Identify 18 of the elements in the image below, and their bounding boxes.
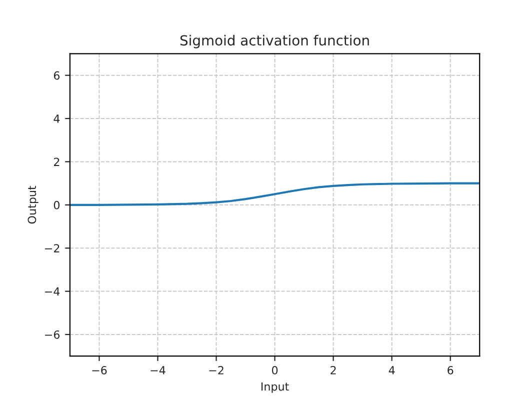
x-tick-label: 2 bbox=[330, 366, 336, 374]
y-tick-label: −6 bbox=[45, 330, 60, 339]
x-tick-label: −2 bbox=[209, 366, 224, 374]
x-tick-label: −6 bbox=[92, 366, 107, 374]
x-tick-label: 4 bbox=[388, 366, 395, 374]
x-tick-label: 0 bbox=[272, 366, 278, 374]
y-tick-label: 2 bbox=[54, 158, 60, 166]
y-tick-label: −4 bbox=[45, 287, 60, 296]
y-tick-label: 0 bbox=[54, 200, 60, 210]
y-axis-title: Output bbox=[28, 186, 38, 224]
x-tick-label: 6 bbox=[448, 366, 454, 374]
x-tick-label: −4 bbox=[150, 366, 166, 374]
line-series bbox=[70, 182, 480, 206]
y-tick-label: −2 bbox=[45, 244, 60, 252]
x-axis-title: Input bbox=[262, 382, 289, 393]
y-tick-label: 6 bbox=[54, 71, 60, 80]
y-tick-label: 4 bbox=[54, 114, 60, 123]
chart-title: Sigmoid activation function bbox=[180, 34, 369, 48]
